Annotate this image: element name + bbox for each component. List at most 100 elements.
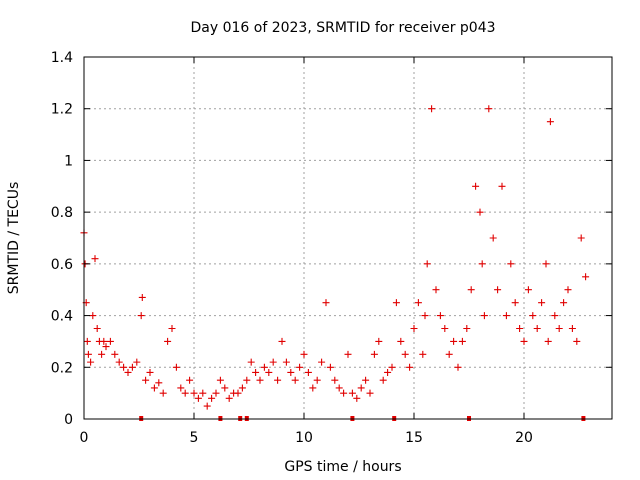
y-tick-label: 0.8 [51,205,73,221]
data-point [551,312,559,320]
x-tick-label: 20 [515,430,533,446]
data-point [287,368,295,376]
data-point [564,286,572,294]
data-point [199,389,207,397]
data-point [544,337,552,345]
data-point [498,182,506,190]
data-point [138,293,146,301]
data-point [137,312,145,320]
data-point [331,376,339,384]
y-tick-label: 0.4 [51,309,73,325]
x-tick-label: 15 [405,430,423,446]
data-point [370,350,378,358]
data-point [256,376,264,384]
data-point [445,350,453,358]
data-point [366,389,374,397]
data-point [172,363,180,371]
data-point [401,350,409,358]
data-point [538,299,546,307]
data-point [159,389,167,397]
y-tick-label: 1.4 [51,50,73,66]
data-point [106,337,114,345]
axes: 0 5 10 15 20 0 0.2 0.4 0.6 0.8 1 1.2 1.4 [51,50,612,446]
data-point [269,358,277,366]
data-point [111,350,119,358]
data-point [379,376,387,384]
data-point [520,337,528,345]
data-point [454,363,462,371]
data-point [406,363,414,371]
data-point [216,376,224,384]
data-point [573,337,581,345]
data-points [80,105,590,410]
data-point [260,363,268,371]
data-point [150,384,158,392]
data-point [388,363,396,371]
data-point [441,325,449,332]
data-point [87,358,95,366]
data-point [115,358,123,366]
data-point [300,350,308,358]
data-point [568,325,576,332]
data-point [476,208,484,216]
data-point [546,118,554,126]
data-point [423,260,431,268]
plot-frame [83,56,613,420]
data-point [560,299,568,307]
data-point [529,312,537,320]
data-point [309,384,317,392]
data-point [410,325,418,332]
x-tick-label: 5 [190,430,199,446]
y-tick-label: 1.2 [51,102,73,118]
data-point [450,337,458,345]
data-point [313,376,321,384]
data-point [168,325,176,332]
data-point [392,299,400,307]
data-point [348,389,356,397]
data-point [463,325,471,332]
data-point [494,286,502,294]
data-point [243,376,251,384]
data-point [194,394,202,402]
data-point [362,376,370,384]
data-point [533,325,541,332]
data-point [83,337,91,345]
data-point [124,368,132,376]
data-point [190,389,198,397]
data-point [221,384,229,392]
data-point [133,358,141,366]
data-point [93,325,101,332]
y-tick-label: 0.2 [51,360,73,376]
data-point [335,384,343,392]
data-point [542,260,550,268]
data-point [489,234,497,242]
data-point [353,394,361,402]
y-tick-label: 1 [64,153,73,169]
data-point [582,273,590,281]
data-point [432,286,440,294]
data-point [397,337,405,345]
data-point [252,368,260,376]
data-point [100,337,108,345]
data-point [155,379,163,387]
data-point [208,394,216,402]
data-point [480,312,488,320]
y-axis-label: SRMTID / TECUs [6,182,22,295]
data-point [421,312,429,320]
data-point [146,368,154,376]
chart-title: Day 016 of 2023, SRMTID for receiver p04… [190,20,495,36]
data-point [238,384,246,392]
data-point [485,105,493,113]
data-point [102,343,110,351]
data-point [181,389,189,397]
data-point [225,394,233,402]
data-point [467,286,475,294]
data-point [436,312,444,320]
y-tick-label: 0.6 [51,257,73,273]
data-point [502,312,510,320]
data-point [203,402,211,410]
grid [84,57,612,419]
data-point [98,350,106,358]
data-point [234,389,242,397]
